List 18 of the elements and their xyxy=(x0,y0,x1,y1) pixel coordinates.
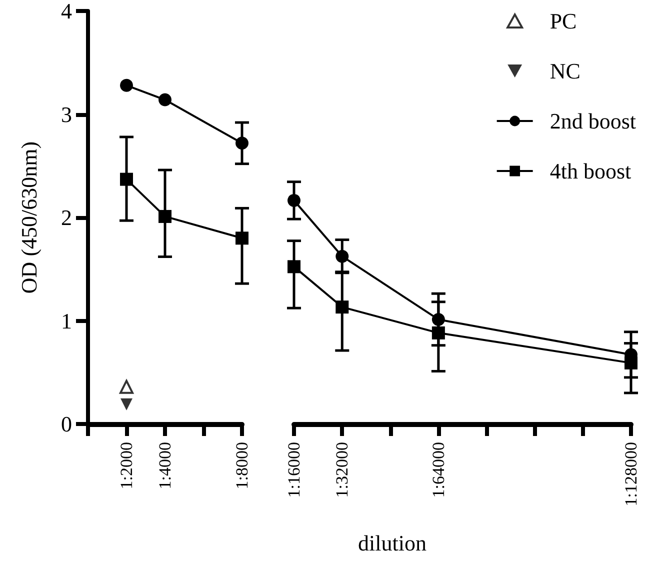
y-tick-label: 0 xyxy=(61,412,72,436)
y-axis-title: OD (450/630nm) xyxy=(16,141,42,294)
x-tick-label: 1:8000 xyxy=(232,442,252,490)
x-tick-label: 1:64000 xyxy=(428,442,448,498)
legend-label: PC xyxy=(550,8,577,34)
x-tick-label: 1:32000 xyxy=(332,442,352,498)
y-tick-label: 1 xyxy=(61,308,72,334)
x-axis-title: dilution xyxy=(358,530,426,556)
x-tick-label: 1:16000 xyxy=(284,442,304,498)
legend-label: 2nd boost xyxy=(550,108,636,134)
x-tick-label: 1:2000 xyxy=(117,442,136,490)
x-tick-label: 1:128000 xyxy=(622,442,640,506)
legend-label: 4th boost xyxy=(550,158,632,184)
y-tick-label: 2 xyxy=(61,205,72,230)
y-tick-label: 4 xyxy=(61,0,72,24)
x-tick-label: 1:4000 xyxy=(156,442,174,490)
legend-label: NC xyxy=(550,58,580,84)
y-tick-label: 3 xyxy=(61,102,72,127)
